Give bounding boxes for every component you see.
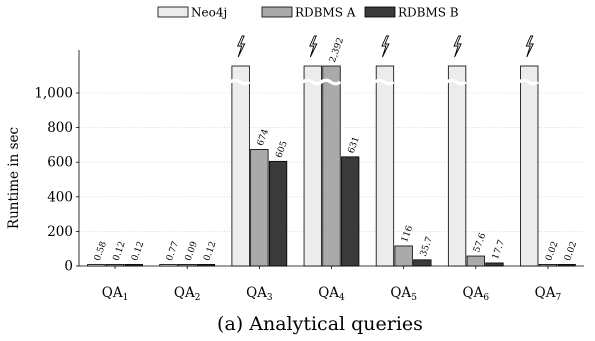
legend-swatch	[157, 6, 189, 18]
lightning-bolt-icon	[236, 35, 246, 58]
legend-label: RDBMS A	[295, 6, 356, 20]
bar-rdbms-b-qa2	[196, 263, 216, 267]
bar-rdbms-a-qa5	[394, 245, 413, 267]
bar-rdbms-b-qa1	[124, 263, 143, 267]
chart-caption: (a) Analytical queries	[217, 313, 423, 335]
y-tick-label: 0	[64, 259, 73, 275]
x-tick-label: QA2	[174, 285, 201, 303]
lightning-bolt-icon	[453, 35, 462, 58]
axis-break-mark	[445, 78, 467, 86]
data-label: 0.12	[202, 240, 218, 262]
bar-rdbms-a-qa6	[466, 255, 485, 267]
data-label: 0.02	[544, 240, 560, 262]
axis-break-mark	[301, 78, 323, 86]
data-label: 605	[274, 140, 289, 160]
bar-rdbms-a-qa4	[322, 65, 341, 267]
legend-swatch	[364, 6, 396, 18]
data-label: 35.7	[419, 235, 435, 258]
data-label: 0.09	[184, 240, 200, 263]
bar-rdbms-a-qa3	[250, 148, 269, 267]
bar-rdbms-a-qa1	[105, 263, 125, 267]
bar-neo4j-qa5	[375, 65, 395, 267]
y-tick-label: 200	[47, 224, 73, 240]
legend-label: Neo4j	[191, 6, 227, 20]
x-tick-label: QA3	[246, 285, 273, 303]
legend-swatch	[261, 6, 293, 18]
x-tick-label: QA4	[318, 285, 345, 303]
y-tick-label: 400	[47, 189, 73, 205]
axis-break-mark	[518, 78, 539, 86]
lightning-bolt-icon	[525, 35, 534, 58]
data-label: 57.6	[472, 232, 488, 255]
data-label: 0.02	[563, 240, 579, 262]
data-label: 0.12	[111, 240, 127, 262]
bar-neo4j-qa7	[520, 65, 539, 267]
y-tick-label: 1,000	[34, 86, 73, 102]
x-tick-label: QA1	[102, 285, 129, 303]
bar-neo4j-qa3	[231, 65, 250, 267]
legend-label: RDBMS B	[398, 6, 459, 20]
bar-rdbms-b-qa7	[557, 263, 576, 267]
x-tick-label: QA6	[463, 285, 490, 303]
bar-rdbms-b-qa6	[485, 262, 504, 267]
data-label: 17.7	[491, 238, 507, 261]
axis-break-mark	[373, 78, 395, 86]
legend: Neo4j RDBMS A RDBMS B	[157, 6, 459, 20]
lightning-bolt-icon	[309, 35, 318, 58]
data-label: 0.12	[130, 240, 146, 262]
data-label: 0.77	[165, 240, 181, 263]
x-tick-labels: QA1 QA2 QA3 QA4 QA5 QA6 QA7	[102, 266, 562, 303]
bar-neo4j-qa1	[87, 263, 106, 267]
bar-rdbms-a-qa2	[178, 263, 197, 267]
x-tick-label: QA5	[390, 285, 417, 303]
bar-neo4j-qa2	[159, 263, 178, 267]
y-tick-label: 800	[47, 120, 73, 136]
bar-neo4j-qa6	[447, 65, 467, 267]
data-label: 0.58	[93, 240, 109, 263]
y-tick-label: 600	[47, 155, 73, 171]
data-label: 674	[256, 128, 271, 148]
bar-rdbms-a-qa7	[538, 263, 558, 267]
y-tick-labels: 0 200 400 600 800 1,000	[34, 86, 79, 275]
y-axis-label: Runtime in sec	[6, 127, 22, 229]
bar-neo4j-qa4	[303, 65, 322, 267]
data-label: 631	[347, 135, 362, 155]
axis-break-mark	[320, 78, 342, 86]
bar-rdbms-b-qa3	[268, 160, 288, 267]
bar-rdbms-b-qa4	[341, 156, 360, 267]
bars	[87, 65, 576, 267]
data-label: 116	[400, 224, 415, 244]
x-tick-label: QA7	[535, 285, 562, 303]
bar-rdbms-b-qa5	[413, 259, 432, 267]
lightning-bolt-icon	[381, 35, 390, 58]
data-label: 2,392	[328, 36, 346, 64]
axis-break-mark	[229, 78, 251, 86]
